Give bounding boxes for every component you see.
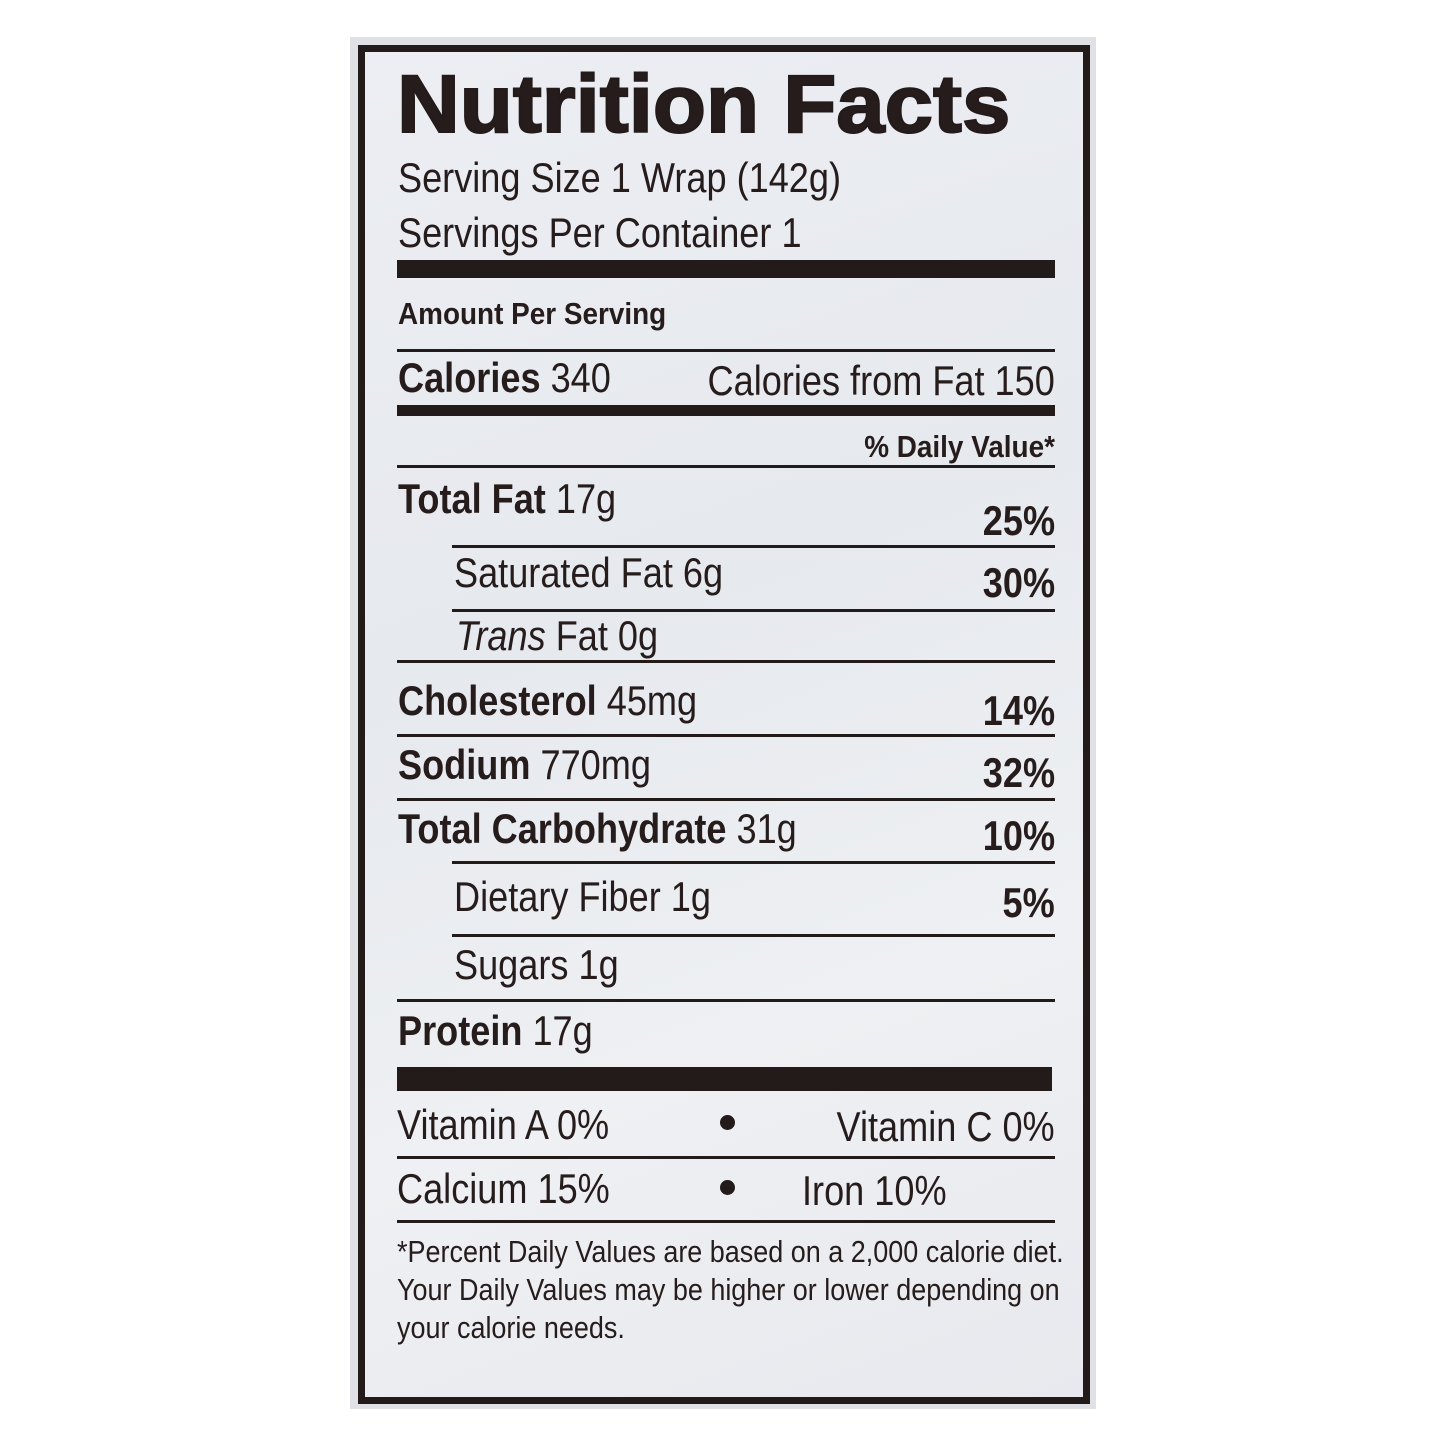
nutrient-cholesterol: Cholesterol 45mg — [398, 677, 698, 724]
dv-total-fat: 25% — [982, 497, 1055, 544]
divider — [397, 660, 1055, 663]
nutrient-total-carbohydrate: Total Carbohydrate 31g — [398, 805, 797, 852]
footnote-line: *Percent Daily Values are based on a 2,0… — [397, 1234, 1064, 1269]
divider — [397, 349, 1055, 352]
divider — [452, 934, 1055, 937]
daily-value-header: % Daily Value* — [864, 429, 1055, 464]
nutrient-total-fat: Total Fat 17g — [398, 475, 617, 522]
dv-total-carbohydrate: 10% — [982, 812, 1055, 859]
thick-divider — [397, 1067, 1052, 1091]
nutrient-dietary-fiber: Dietary Fiber 1g — [454, 873, 711, 920]
nutrient-saturated-fat: Saturated Fat 6g — [454, 549, 724, 596]
divider — [397, 798, 1055, 801]
medium-divider — [397, 405, 1055, 416]
iron: Iron 10% — [802, 1167, 947, 1214]
vitamin-a: Vitamin A 0% — [397, 1101, 610, 1148]
calories-value: 340 — [550, 354, 611, 401]
thick-divider — [397, 260, 1055, 278]
divider — [452, 545, 1055, 548]
divider — [397, 1220, 1055, 1223]
divider — [397, 734, 1055, 737]
serving-size: Serving Size 1 Wrap (142g) — [398, 154, 842, 201]
dv-saturated-fat: 30% — [982, 559, 1055, 606]
calories-row: Calories 340 — [398, 357, 611, 399]
nutrient-sodium: Sodium 770mg — [398, 741, 651, 788]
bullet-icon — [720, 1115, 735, 1130]
divider — [452, 861, 1055, 864]
vitamin-c: Vitamin C 0% — [836, 1103, 1055, 1150]
servings-per-container: Servings Per Container 1 — [398, 209, 802, 256]
footnote-line: your calorie needs. — [397, 1310, 625, 1345]
dv-dietary-fiber: 5% — [1002, 879, 1055, 926]
nutrient-trans-fat: Trans Fat 0g — [456, 612, 659, 659]
dv-sodium: 32% — [982, 749, 1055, 796]
calories-from-fat: Calories from Fat 150 — [707, 357, 1055, 404]
calories-label: Calories — [398, 354, 541, 401]
calcium: Calcium 15% — [397, 1165, 610, 1212]
dv-cholesterol: 14% — [982, 687, 1055, 734]
divider — [397, 999, 1055, 1002]
amount-per-serving: Amount Per Serving — [398, 296, 667, 331]
footnote-line: Your Daily Values may be higher or lower… — [397, 1272, 1060, 1307]
label-title: Nutrition Facts — [396, 59, 1011, 150]
divider — [452, 609, 1055, 612]
nutrient-protein: Protein 17g — [398, 1007, 593, 1054]
nutrient-sugars: Sugars 1g — [454, 941, 619, 988]
bullet-icon — [720, 1180, 735, 1195]
divider — [397, 1156, 1055, 1159]
divider — [397, 465, 1055, 468]
